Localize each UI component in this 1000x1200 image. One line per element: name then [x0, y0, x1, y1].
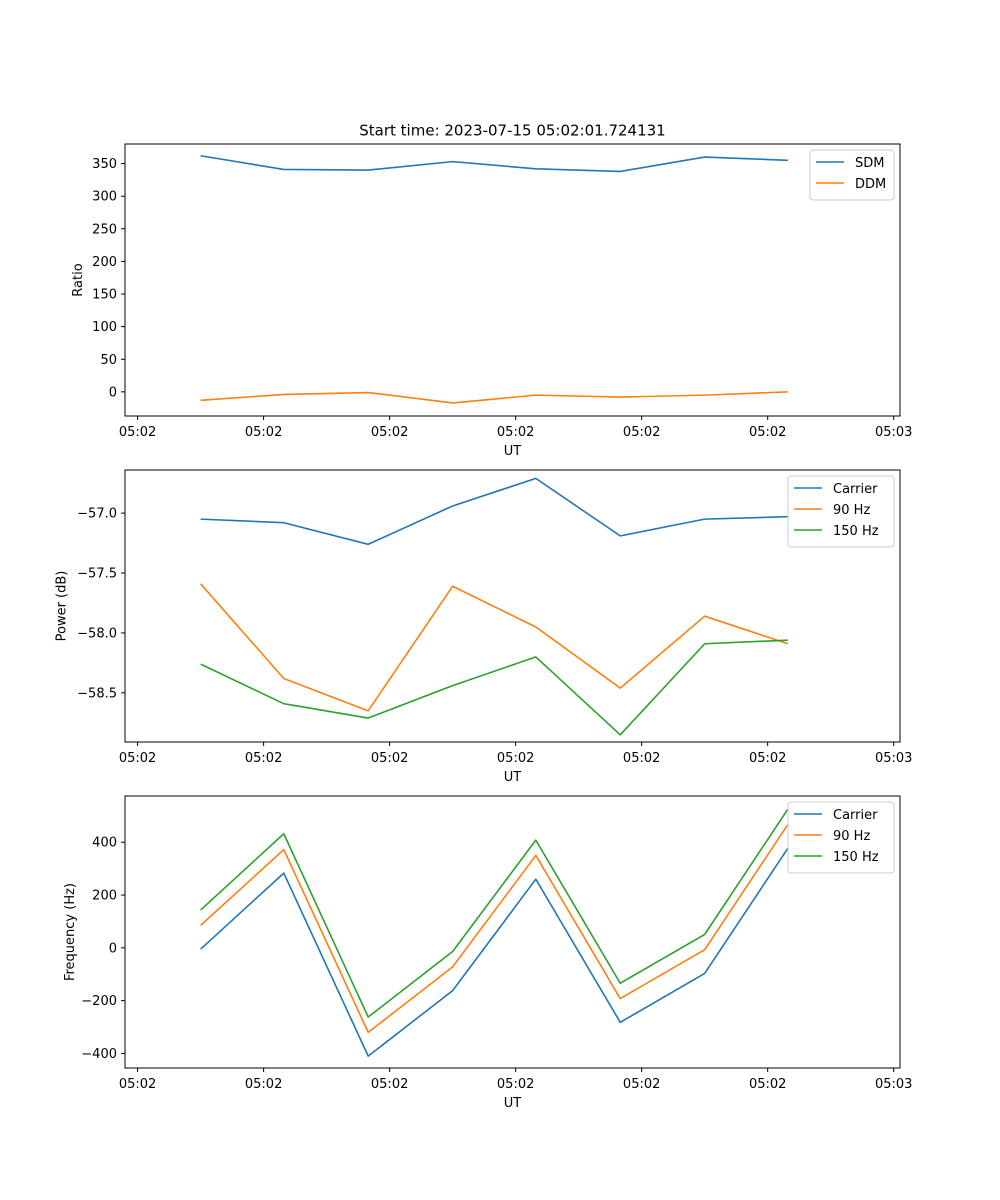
x-tick-label: 05:02: [245, 751, 282, 766]
legend: SDM DDM: [809, 149, 895, 201]
series-line-150-hz: [200, 808, 789, 1018]
figure-title: Start time: 2023-07-15 05:02:01.724131: [359, 122, 665, 140]
x-tick-label: 05:02: [623, 425, 660, 440]
legend-label: Carrier: [833, 482, 878, 497]
legend-label: 90 Hz: [833, 503, 870, 518]
x-tick-label: 05:02: [623, 751, 660, 766]
series-line-carrier: [200, 477, 788, 546]
y-tick-label: −57.0: [77, 507, 117, 522]
axes-frame: [124, 795, 901, 1069]
legend: Carrier 90 Hz 150 Hz: [787, 801, 895, 874]
legend-label: 150 Hz: [833, 524, 879, 539]
series-line-90-hz: [200, 824, 789, 1034]
frequency-chart: 05:02 05:02 05:02 05:02 05:02 05:02 05:03 UT −40…: [63, 795, 912, 1111]
y-axis-label: Power (dB): [55, 571, 70, 642]
y-tick-label: 0: [109, 941, 117, 956]
x-axis-label: UT: [504, 444, 522, 459]
x-tick-label: 05:02: [245, 1077, 282, 1092]
x-tick-label: 05:02: [371, 1077, 408, 1092]
power-chart: 05:02 05:02 05:02 05:02 05:02 05:02 05:03 UT −58…: [55, 469, 912, 785]
legend-label: DDM: [855, 177, 886, 192]
x-tick-label: 05:02: [497, 1077, 534, 1092]
y-tick-label: 0: [109, 385, 117, 400]
y-tick-label: 300: [92, 190, 117, 205]
x-tick-label: 05:02: [623, 1077, 660, 1092]
legend-label: 90 Hz: [833, 829, 870, 844]
x-tick-label: 05:02: [371, 751, 408, 766]
axes-frame: [124, 469, 901, 743]
legend-label: 150 Hz: [833, 850, 879, 865]
x-tick-label: 05:03: [875, 751, 912, 766]
x-tick-label: 05:02: [371, 425, 408, 440]
series-line-90-hz: [200, 583, 789, 712]
x-tick-label: 05:02: [749, 425, 786, 440]
ratio-chart: 05:02 05:02 05:02 05:02 05:02 05:02 05:03 UT 0 50…: [71, 143, 912, 459]
x-axis-label: UT: [504, 1096, 522, 1111]
series-line-ddm: [200, 391, 788, 404]
y-tick-label: −200: [81, 994, 117, 1009]
y-tick-label: 200: [92, 255, 117, 270]
y-axis-label: Frequency (Hz): [63, 883, 78, 981]
y-tick-label: 200: [92, 889, 117, 904]
x-tick-label: 05:02: [497, 425, 534, 440]
series-line-sdm: [200, 154, 788, 173]
x-tick-label: 05:02: [119, 751, 156, 766]
y-tick-label: 50: [100, 353, 117, 368]
y-tick-label: −57.5: [77, 567, 117, 582]
series-line-carrier: [200, 847, 789, 1057]
y-tick-label: 350: [92, 157, 117, 172]
y-axis-label: Ratio: [71, 263, 86, 296]
y-tick-label: −400: [81, 1047, 117, 1062]
y-tick-label: −58.5: [77, 686, 117, 701]
y-tick-label: 150: [92, 288, 117, 303]
x-axis-label: UT: [504, 770, 522, 785]
x-tick-label: 05:02: [119, 425, 156, 440]
series-line-150-hz: [200, 639, 788, 736]
x-tick-label: 05:02: [119, 1077, 156, 1092]
x-tick-label: 05:02: [749, 1077, 786, 1092]
y-tick-label: −58.0: [77, 626, 117, 641]
legend-label: Carrier: [833, 808, 878, 823]
x-tick-label: 05:03: [875, 1077, 912, 1092]
axes-frame: [124, 143, 901, 417]
y-tick-label: 400: [92, 836, 117, 851]
legend: Carrier 90 Hz 150 Hz: [787, 475, 895, 548]
x-tick-label: 05:02: [245, 425, 282, 440]
x-tick-label: 05:03: [875, 425, 912, 440]
x-tick-label: 05:02: [497, 751, 534, 766]
y-tick-label: 250: [92, 222, 117, 237]
legend-label: SDM: [855, 156, 884, 171]
y-tick-label: 100: [92, 320, 117, 335]
x-tick-label: 05:02: [749, 751, 786, 766]
